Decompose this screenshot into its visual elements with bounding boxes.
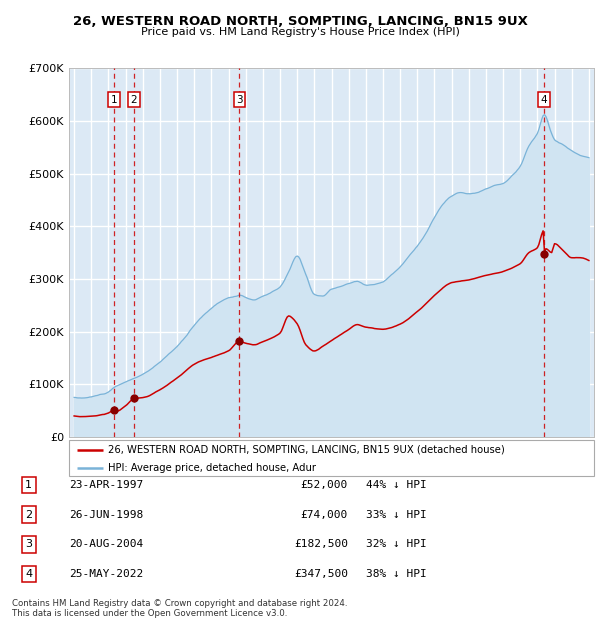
Text: HPI: Average price, detached house, Adur: HPI: Average price, detached house, Adur: [109, 463, 316, 473]
Text: 2: 2: [25, 510, 32, 520]
Text: 1: 1: [110, 95, 117, 105]
Text: 1: 1: [25, 480, 32, 490]
Text: 33% ↓ HPI: 33% ↓ HPI: [366, 510, 427, 520]
Text: 23-APR-1997: 23-APR-1997: [69, 480, 143, 490]
Text: 3: 3: [25, 539, 32, 549]
Text: 3: 3: [236, 95, 243, 105]
Text: This data is licensed under the Open Government Licence v3.0.: This data is licensed under the Open Gov…: [12, 609, 287, 618]
Text: £52,000: £52,000: [301, 480, 348, 490]
Text: 25-MAY-2022: 25-MAY-2022: [69, 569, 143, 579]
Text: Contains HM Land Registry data © Crown copyright and database right 2024.: Contains HM Land Registry data © Crown c…: [12, 600, 347, 608]
Text: 26, WESTERN ROAD NORTH, SOMPTING, LANCING, BN15 9UX: 26, WESTERN ROAD NORTH, SOMPTING, LANCIN…: [73, 15, 527, 27]
Text: Price paid vs. HM Land Registry's House Price Index (HPI): Price paid vs. HM Land Registry's House …: [140, 27, 460, 37]
Text: £74,000: £74,000: [301, 510, 348, 520]
Text: 26-JUN-1998: 26-JUN-1998: [69, 510, 143, 520]
Text: 4: 4: [541, 95, 547, 105]
Text: 4: 4: [25, 569, 32, 579]
Text: 44% ↓ HPI: 44% ↓ HPI: [366, 480, 427, 490]
Text: 26, WESTERN ROAD NORTH, SOMPTING, LANCING, BN15 9UX (detached house): 26, WESTERN ROAD NORTH, SOMPTING, LANCIN…: [109, 445, 505, 454]
Text: 38% ↓ HPI: 38% ↓ HPI: [366, 569, 427, 579]
Text: 2: 2: [131, 95, 137, 105]
Text: 32% ↓ HPI: 32% ↓ HPI: [366, 539, 427, 549]
Text: 20-AUG-2004: 20-AUG-2004: [69, 539, 143, 549]
Text: £347,500: £347,500: [294, 569, 348, 579]
Text: £182,500: £182,500: [294, 539, 348, 549]
